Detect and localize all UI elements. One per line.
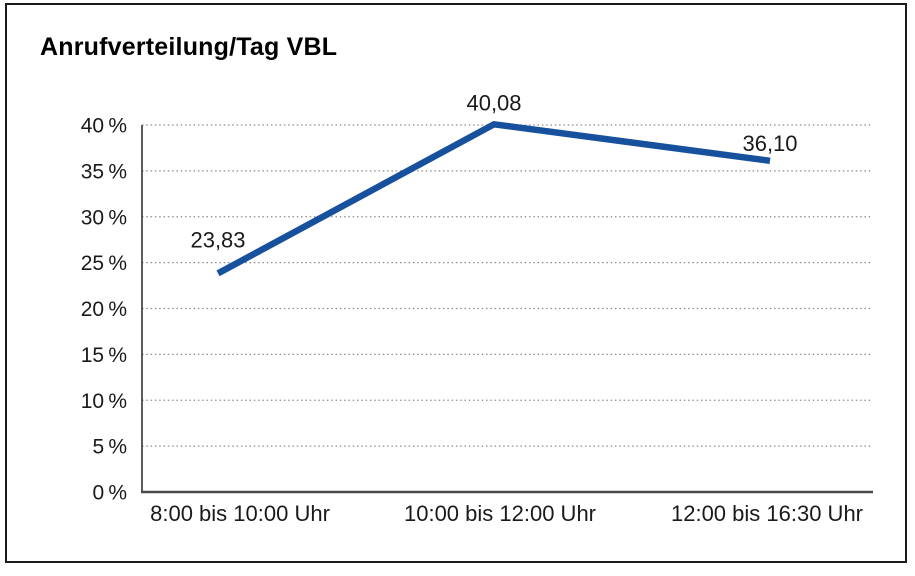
data-point-label: 36,10 xyxy=(742,131,797,156)
data-point-label: 40,08 xyxy=(466,90,521,115)
data-point-label: 23,83 xyxy=(190,227,245,252)
y-tick-label: 5 % xyxy=(92,436,127,459)
x-category-label: 12:00 bis 16:30 Uhr xyxy=(671,501,863,526)
chart-title: Anrufverteilung/Tag VBL xyxy=(40,33,338,61)
series-line xyxy=(216,120,771,277)
x-category-label: 8:00 bis 10:00 Uhr xyxy=(150,501,330,526)
chart-border-frame xyxy=(5,3,907,563)
y-tick-label: 15 % xyxy=(81,344,127,367)
y-tick-label: 25 % xyxy=(81,252,127,275)
y-tick-label: 35 % xyxy=(81,160,127,183)
y-tick-label: 10 % xyxy=(81,390,127,413)
y-tick-label: 0 % xyxy=(92,482,127,505)
y-tick-label: 20 % xyxy=(81,298,127,321)
x-category-label: 10:00 bis 12:00 Uhr xyxy=(404,501,596,526)
y-tick-label: 30 % xyxy=(81,206,127,229)
y-tick-label: 40 % xyxy=(81,115,127,138)
